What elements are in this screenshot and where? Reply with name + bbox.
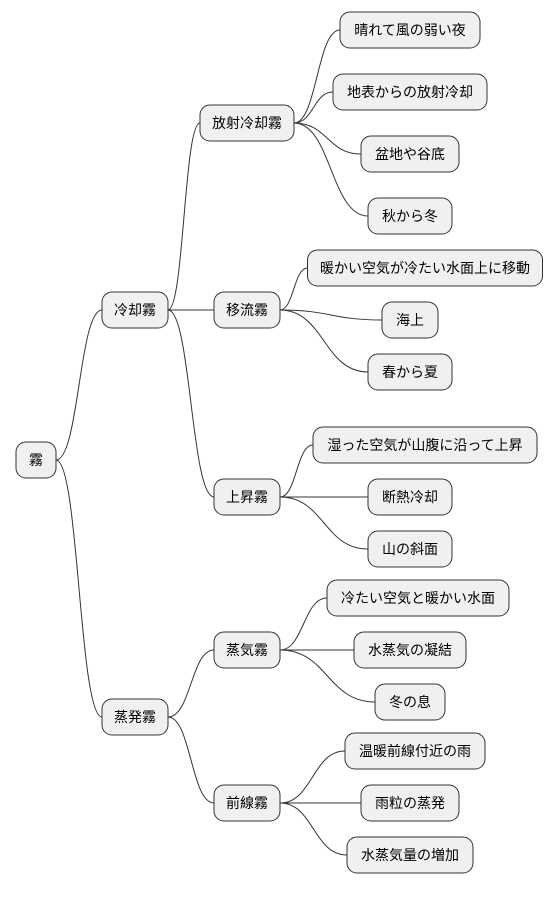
- tree-edge: [280, 751, 345, 803]
- tree-diagram: 霧 冷却霧蒸発霧 放射冷却霧移流霧上昇霧蒸気霧前線霧 晴れて風の弱い夜地表からの放射冷…: [0, 0, 558, 921]
- tree-node: 冬の息: [375, 684, 445, 720]
- tree-edge: [56, 310, 102, 460]
- tree-edge: [280, 598, 327, 650]
- tree-edge: [294, 92, 333, 123]
- tree-edge: [280, 445, 313, 497]
- tree-edge: [280, 497, 368, 549]
- node-label: 春から夏: [382, 364, 438, 380]
- tree-edge: [280, 268, 308, 310]
- tree-edge: [294, 123, 368, 216]
- tree-node: 地表からの放射冷却: [333, 74, 487, 110]
- node-label: 水蒸気量の増加: [361, 847, 459, 863]
- tree-node: 盆地や谷底: [361, 136, 459, 172]
- node-label: 暖かい空気が冷たい水面上に移動: [320, 260, 530, 276]
- node-label: 地表からの放射冷却: [347, 84, 473, 100]
- node-label: 蒸発霧: [114, 709, 156, 725]
- node-label: 前線霧: [226, 795, 268, 811]
- tree-node: 蒸発霧: [102, 699, 168, 735]
- node-label: 蒸気霧: [226, 642, 268, 658]
- node-label: 冷却霧: [114, 302, 156, 318]
- tree-edge: [168, 717, 214, 803]
- node-label: 水蒸気の凝結: [368, 642, 452, 658]
- tree-node: 暖かい空気が冷たい水面上に移動: [308, 250, 543, 286]
- tree-edge: [280, 803, 347, 855]
- tree-edge: [280, 310, 368, 372]
- tree-edge: [168, 310, 214, 497]
- tree-edge: [168, 650, 214, 717]
- node-label: 冷たい空気と暖かい水面: [341, 590, 495, 606]
- tree-node: 雨粒の蒸発: [361, 785, 459, 821]
- node-label: 温暖前線付近の雨: [359, 743, 471, 759]
- node-label: 山の斜面: [382, 541, 438, 557]
- tree-edge: [294, 30, 340, 123]
- node-label: 冬の息: [389, 694, 431, 710]
- node-label: 晴れて風の弱い夜: [354, 22, 466, 38]
- node-label: 秋から冬: [382, 208, 438, 224]
- tree-node: 上昇霧: [214, 479, 280, 515]
- node-label: 盆地や谷底: [375, 146, 445, 162]
- tree-node: 蒸気霧: [214, 632, 280, 668]
- tree-edge: [168, 123, 200, 310]
- node-label: 雨粒の蒸発: [375, 795, 445, 811]
- tree-node: 断熱冷却: [368, 479, 452, 515]
- tree-edge: [280, 310, 382, 320]
- tree-node: 春から夏: [368, 354, 452, 390]
- node-label: 移流霧: [226, 302, 268, 318]
- node-label: 上昇霧: [226, 489, 268, 505]
- tree-node: 湿った空気が山腹に沿って上昇: [313, 427, 537, 463]
- node-label: 断熱冷却: [382, 489, 438, 505]
- node-label: 湿った空気が山腹に沿って上昇: [327, 437, 522, 453]
- tree-node: 秋から冬: [368, 198, 452, 234]
- tree-node: 水蒸気量の増加: [347, 837, 473, 873]
- node-label: 海上: [396, 312, 424, 328]
- tree-node: 晴れて風の弱い夜: [340, 12, 480, 48]
- tree-node: 海上: [382, 302, 438, 338]
- tree-node: 冷却霧: [102, 292, 168, 328]
- tree-node: 前線霧: [214, 785, 280, 821]
- tree-node: 移流霧: [214, 292, 280, 328]
- node-label: 放射冷却霧: [212, 115, 282, 131]
- tree-node: 温暖前線付近の雨: [345, 733, 485, 769]
- tree-node: 放射冷却霧: [200, 105, 294, 141]
- tree-edge: [56, 460, 102, 717]
- node-label: 霧: [29, 452, 43, 468]
- tree-node: 冷たい空気と暖かい水面: [327, 580, 509, 616]
- tree-node: 水蒸気の凝結: [354, 632, 466, 668]
- tree-node: 霧: [16, 442, 56, 478]
- tree-edge: [294, 123, 361, 154]
- tree-node: 山の斜面: [368, 531, 452, 567]
